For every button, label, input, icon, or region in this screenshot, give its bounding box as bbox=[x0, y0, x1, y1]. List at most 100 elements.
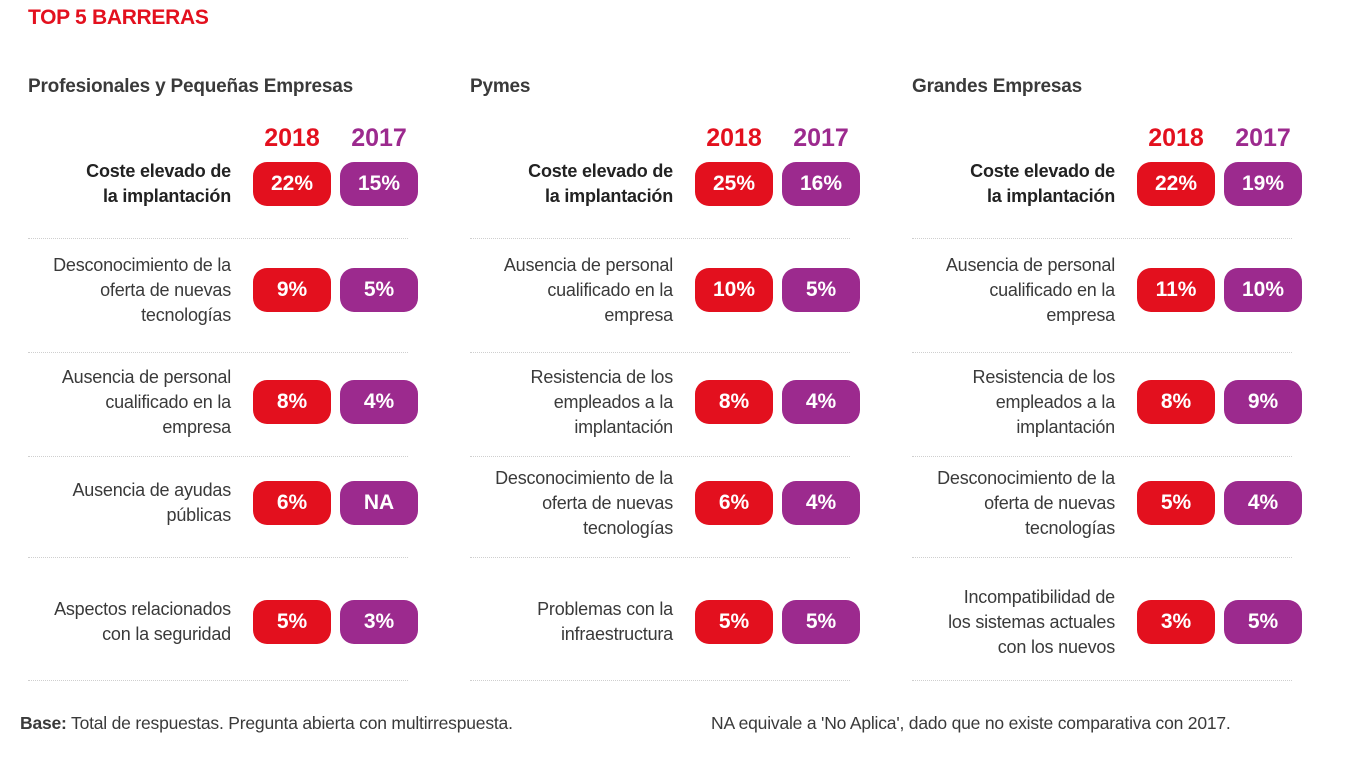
value-2017-pill: 19% bbox=[1224, 162, 1302, 206]
barrier-label-line: Coste elevado de bbox=[528, 161, 673, 181]
panel-3: Grandes Empresas 2018 2017 Coste elevado de… bbox=[912, 0, 1332, 690]
barrier-label-line: implantación bbox=[1016, 416, 1115, 437]
barrier-label: Coste elevado de la implantación bbox=[885, 159, 1115, 209]
row-divider bbox=[28, 352, 408, 353]
row-divider bbox=[912, 238, 1292, 239]
value-2017-pill: NA bbox=[340, 481, 418, 525]
value-2018-pill: 8% bbox=[253, 380, 331, 424]
year-2018-header: 2018 bbox=[264, 124, 320, 152]
barrier-label: Ausencia de personal cualificado en la emp… bbox=[443, 253, 673, 328]
barrier-label: Resistencia de los empleados a la implanta… bbox=[885, 365, 1116, 440]
value-2017-pill: 15% bbox=[340, 162, 418, 206]
value-2018-pill: 6% bbox=[695, 481, 773, 525]
barrier-label-line: empresa bbox=[604, 304, 673, 325]
barrier-label: Desconocimiento de la oferta de nuevas tec… bbox=[1, 253, 231, 328]
value-2018-pill: 22% bbox=[253, 162, 331, 206]
panel-title: Grandes Empresas bbox=[912, 76, 1082, 97]
barrier-label-line: Ausencia de ayudas bbox=[72, 480, 231, 500]
value-2018-pill: 6% bbox=[253, 481, 331, 525]
panel-1: Profesionales y Pequeñas Empresas 2018 201… bbox=[28, 0, 448, 690]
panel-title: Profesionales y Pequeñas Empresas bbox=[28, 76, 354, 97]
barrier-label-line: la implantación bbox=[986, 186, 1115, 206]
row-divider bbox=[912, 352, 1292, 353]
barrier-label-line: implantación bbox=[574, 416, 673, 437]
value-2017-pill: 5% bbox=[782, 600, 860, 644]
value-2017-pill: 5% bbox=[782, 268, 860, 312]
barrier-label-line: Desconocimiento de la bbox=[937, 467, 1115, 488]
barrier-label: Problemas con la infraestructura bbox=[443, 597, 673, 647]
barrier-label-line: Ausencia de personal bbox=[945, 254, 1115, 275]
year-2017-header: 2017 bbox=[351, 124, 407, 152]
row-divider bbox=[470, 456, 850, 457]
barrier-label: Coste elevado de la implantación bbox=[1, 159, 231, 209]
barrier-label-line: Incompatibilidad de bbox=[963, 586, 1116, 607]
barrier-label: Coste elevado de la implantación bbox=[443, 159, 673, 209]
row-divider bbox=[912, 680, 1292, 681]
value-2018-pill: 5% bbox=[253, 600, 331, 644]
panel-2: Pymes 2018 2017 Coste elevado de la implanta… bbox=[470, 0, 890, 690]
footer-note: NA equivale a 'No Aplica', dado que no e… bbox=[711, 713, 1231, 733]
barrier-label-line: empresa bbox=[1046, 304, 1115, 325]
value-2017-pill: 3% bbox=[340, 600, 418, 644]
value-2017-pill: 5% bbox=[340, 268, 418, 312]
barrier-label-line: tecnologías bbox=[583, 517, 673, 538]
barrier-label-line: cualificado en la bbox=[989, 279, 1115, 300]
barrier-label-line: públicas bbox=[166, 505, 232, 525]
barrier-label-line: empleados a la bbox=[995, 391, 1115, 412]
barrier-label: Ausencia de ayudas públicas bbox=[1, 478, 231, 528]
barrier-label-line: los sistemas actuales bbox=[948, 611, 1115, 632]
value-2018-pill: 9% bbox=[253, 268, 331, 312]
barrier-label-line: Problemas con la bbox=[537, 599, 673, 619]
value-2018-pill: 5% bbox=[1137, 481, 1215, 525]
barrier-label-line: cualificado en la bbox=[105, 391, 231, 412]
barrier-label-line: infraestructura bbox=[560, 624, 673, 644]
barrier-label-line: oferta de nuevas bbox=[100, 279, 231, 300]
row-divider bbox=[912, 456, 1292, 457]
barrier-label: Ausencia de personal cualificado en la emp… bbox=[1, 365, 231, 440]
row-divider bbox=[28, 238, 408, 239]
barrier-label-line: con la seguridad bbox=[102, 624, 231, 644]
barrier-label-line: Ausencia de personal bbox=[503, 254, 673, 275]
value-2017-pill: 9% bbox=[1224, 380, 1302, 424]
barrier-label-line: la implantación bbox=[544, 186, 673, 206]
value-2018-pill: 3% bbox=[1137, 600, 1215, 644]
row-divider bbox=[28, 456, 408, 457]
value-2017-pill: 16% bbox=[782, 162, 860, 206]
barrier-label-line: Desconocimiento de la bbox=[495, 467, 673, 488]
year-2017-header: 2017 bbox=[1235, 124, 1291, 152]
panel-title: Pymes bbox=[470, 76, 531, 97]
barrier-label-line: Coste elevado de bbox=[86, 161, 231, 181]
barrier-label-line: empresa bbox=[162, 416, 231, 437]
row-divider bbox=[28, 557, 408, 558]
barrier-label-line: Aspectos relacionados bbox=[54, 599, 231, 619]
value-2017-pill: 4% bbox=[1224, 481, 1302, 525]
year-2018-header: 2018 bbox=[1148, 124, 1204, 152]
barrier-label: Resistencia de los empleados a la implanta… bbox=[443, 365, 674, 440]
barrier-label-line: tecnologías bbox=[141, 304, 231, 325]
barrier-label: Desconocimiento de la oferta de nuevas tec… bbox=[443, 466, 673, 541]
footer-base-text: Total de respuestas. Pregunta abierta co… bbox=[66, 713, 513, 733]
year-2017-header: 2017 bbox=[793, 124, 849, 152]
barrier-label-line: con los nuevos bbox=[997, 636, 1115, 657]
barrier-label-line: Resistencia de los bbox=[972, 366, 1116, 387]
row-divider bbox=[912, 557, 1292, 558]
value-2018-pill: 11% bbox=[1137, 268, 1215, 312]
barrier-label-line: Desconocimiento de la bbox=[53, 254, 231, 275]
barrier-label-line: la implantación bbox=[102, 186, 231, 206]
barrier-label: Ausencia de personal cualificado en la emp… bbox=[885, 253, 1115, 328]
value-2017-pill: 5% bbox=[1224, 600, 1302, 644]
barrier-label-line: oferta de nuevas bbox=[542, 492, 673, 513]
value-2018-pill: 8% bbox=[1137, 380, 1215, 424]
barrier-label-line: tecnologías bbox=[1025, 517, 1115, 538]
row-divider bbox=[470, 352, 850, 353]
row-divider bbox=[470, 238, 850, 239]
barrier-label-line: empleados a la bbox=[553, 391, 673, 412]
barrier-label-line: Coste elevado de bbox=[970, 161, 1115, 181]
footer-base: Base: Total de respuestas. Pregunta abie… bbox=[20, 713, 513, 734]
barrier-label: Aspectos relacionados con la seguridad bbox=[1, 597, 231, 647]
value-2018-pill: 5% bbox=[695, 600, 773, 644]
row-divider bbox=[470, 557, 850, 558]
barrier-label: Incompatibilidad de los sistemas actuales… bbox=[885, 585, 1115, 660]
value-2017-pill: 4% bbox=[782, 481, 860, 525]
barrier-label-line: cualificado en la bbox=[547, 279, 673, 300]
